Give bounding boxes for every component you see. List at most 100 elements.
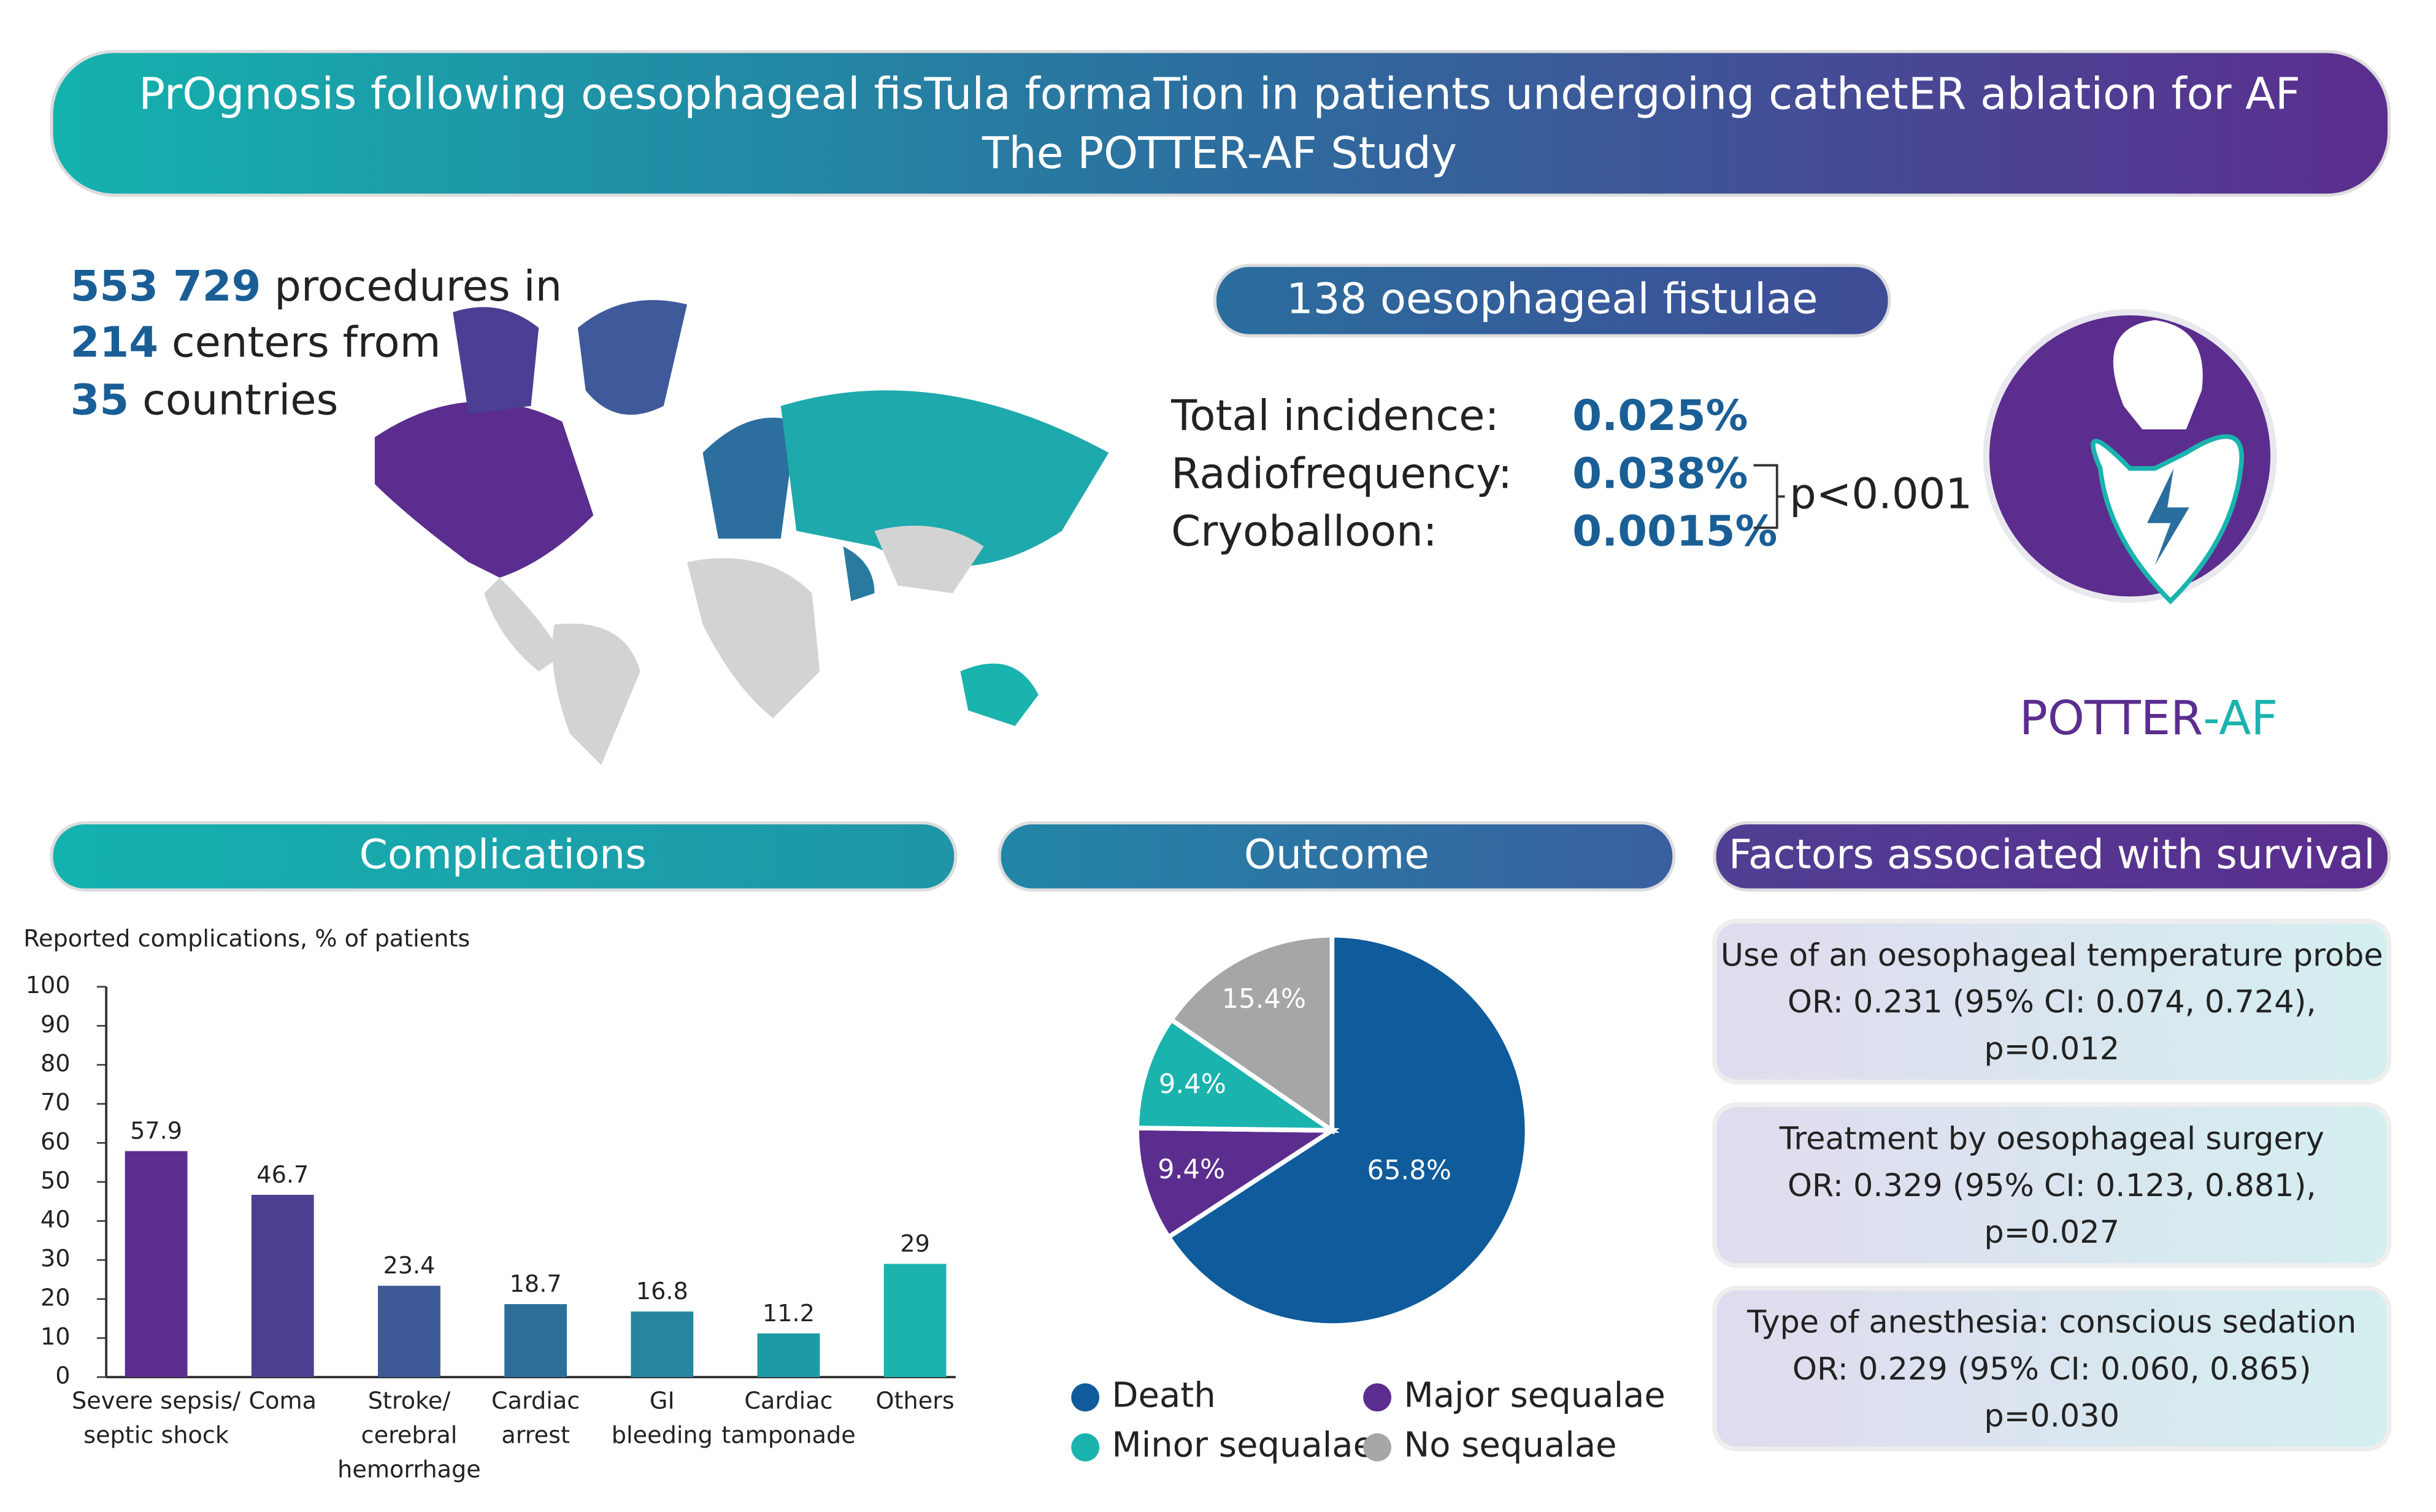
factor-box [1712, 1102, 2392, 1268]
legend-label: No sequalae [1404, 1426, 1616, 1465]
y-tick-label: 100 [26, 972, 71, 999]
section-bar [1713, 821, 2391, 892]
pie-slice [1134, 1016, 1340, 1133]
legend-label: Minor sequalae [1112, 1426, 1374, 1465]
legend-marker [1071, 1383, 1100, 1412]
stat-text: centers from [158, 318, 440, 367]
incidence-label: Total incidence: [1170, 391, 1499, 440]
pie-slice [1167, 932, 1335, 1135]
y-tick-label: 40 [40, 1207, 71, 1234]
factor-box [1712, 1286, 2392, 1451]
value-label: 65.8% [1367, 1156, 1451, 1186]
y-tick-label: 0 [55, 1363, 70, 1390]
x-tick-label: Stroke/ [368, 1387, 451, 1414]
value-label: 46.7 [256, 1162, 309, 1189]
stat-number: 214 [71, 318, 158, 367]
x-tick-label: Cardiac [744, 1387, 832, 1414]
fistulae-text: 138 oesophageal fistulae [1286, 274, 1818, 323]
incidence-value: 0.0015% [1572, 507, 1777, 556]
stat-line: 35 countries [71, 376, 339, 425]
stat-number: 553 729 [71, 262, 261, 311]
x-tick-label: Coma [248, 1387, 317, 1414]
pie-slice [1165, 932, 1530, 1328]
y-tick-label: 90 [40, 1011, 71, 1038]
factor-box [1712, 918, 2392, 1084]
logo-part: -AF [2203, 691, 2278, 746]
factor-or: OR: 0.329 (95% CI: 0.123, 0.881), [1788, 1168, 2316, 1204]
bar [504, 1304, 567, 1378]
value-label: 11.2 [763, 1300, 815, 1327]
x-tick-label: hemorrhage [337, 1456, 481, 1483]
value-label: 9.4% [1159, 1069, 1226, 1100]
value-label: 29 [900, 1230, 930, 1257]
section-title: Complications [359, 831, 647, 878]
x-tick-label: GI [650, 1387, 675, 1414]
legend-marker [1071, 1433, 1100, 1462]
value-label: 9.4% [1158, 1154, 1225, 1185]
bar [125, 1151, 188, 1378]
stat-line: 214 centers from [71, 318, 441, 367]
legend-marker [1363, 1433, 1392, 1462]
x-tick-label: septic shock [83, 1422, 229, 1449]
y-tick-label: 50 [40, 1167, 71, 1194]
legend-label: Major sequalae [1404, 1375, 1665, 1415]
title-banner [50, 50, 2391, 197]
bar [883, 1264, 947, 1378]
stat-number: 35 [71, 376, 129, 425]
x-tick-label: Cardiac [491, 1387, 580, 1414]
bar [631, 1311, 694, 1378]
x-tick-label: Severe sepsis/ [72, 1387, 240, 1414]
x-tick-label: arrest [501, 1422, 570, 1449]
x-tick-label: Others [876, 1387, 955, 1414]
stat-text: procedures in [261, 262, 562, 311]
incidence-value: 0.025% [1572, 391, 1748, 440]
y-tick-label: 80 [40, 1050, 71, 1077]
world-map [374, 300, 1109, 766]
factor-title: Treatment by oesophageal surgery [1779, 1121, 2324, 1157]
bracket [1753, 464, 1785, 529]
logo-text: POTTER-AF [2019, 691, 2278, 746]
factor-title: Use of an oesophageal temperature probe [1721, 937, 2383, 973]
factors: Use of an oesophageal temperature probe O… [1712, 918, 2392, 1451]
chart-title: Reported complications, % of patients [23, 926, 470, 953]
factor-title: Type of anesthesia: conscious sedation [1746, 1305, 2356, 1341]
y-tick-label: 60 [40, 1129, 71, 1156]
pie-slice [1134, 1126, 1340, 1241]
value-label: 16.8 [636, 1278, 688, 1305]
value-label: 23.4 [383, 1253, 435, 1280]
x-tick-label: bleeding [612, 1422, 713, 1449]
bar [378, 1286, 440, 1378]
value-label: 18.7 [510, 1271, 562, 1298]
p-value: p<0.001 [1789, 469, 1972, 518]
incidence-label: Cryoballoon: [1171, 507, 1437, 556]
section-bar [997, 821, 1676, 892]
bar [757, 1333, 820, 1378]
factor-or: OR: 0.231 (95% CI: 0.074, 0.724), [1788, 984, 2316, 1021]
y-tick-label: 10 [40, 1324, 71, 1351]
factor-p: p=0.030 [1984, 1398, 2119, 1434]
factor-p: p=0.012 [1984, 1031, 2119, 1067]
stat-line: 553 729 procedures in [71, 262, 563, 311]
y-tick-label: 20 [40, 1284, 71, 1311]
fistulae-badge [1213, 264, 1891, 337]
logo [1983, 309, 2277, 605]
section-title: Outcome [1244, 831, 1429, 878]
incidence-label: Radiofrequency: [1171, 449, 1512, 498]
x-tick-label: cerebral [361, 1422, 458, 1449]
section-bar [50, 821, 958, 892]
y-tick-label: 70 [40, 1089, 71, 1116]
value-label: 57.9 [130, 1118, 182, 1145]
value-label: 15.4% [1222, 984, 1306, 1015]
factor-or: OR: 0.229 (95% CI: 0.060, 0.865) [1792, 1351, 2311, 1387]
factor-p: p=0.027 [1984, 1215, 2119, 1251]
y-tick-label: 30 [40, 1246, 71, 1273]
section-title: Factors associated with survival [1729, 831, 2375, 878]
x-tick-label: tamponade [721, 1422, 855, 1449]
legend-label: Death [1112, 1375, 1215, 1415]
title: PrOgnosis following oesophageal fisTula … [139, 68, 2300, 119]
logo-part: POTTER [2019, 691, 2203, 746]
incidence-value: 0.038% [1572, 449, 1748, 498]
subtitle: The POTTER-AF Study [982, 128, 1457, 178]
